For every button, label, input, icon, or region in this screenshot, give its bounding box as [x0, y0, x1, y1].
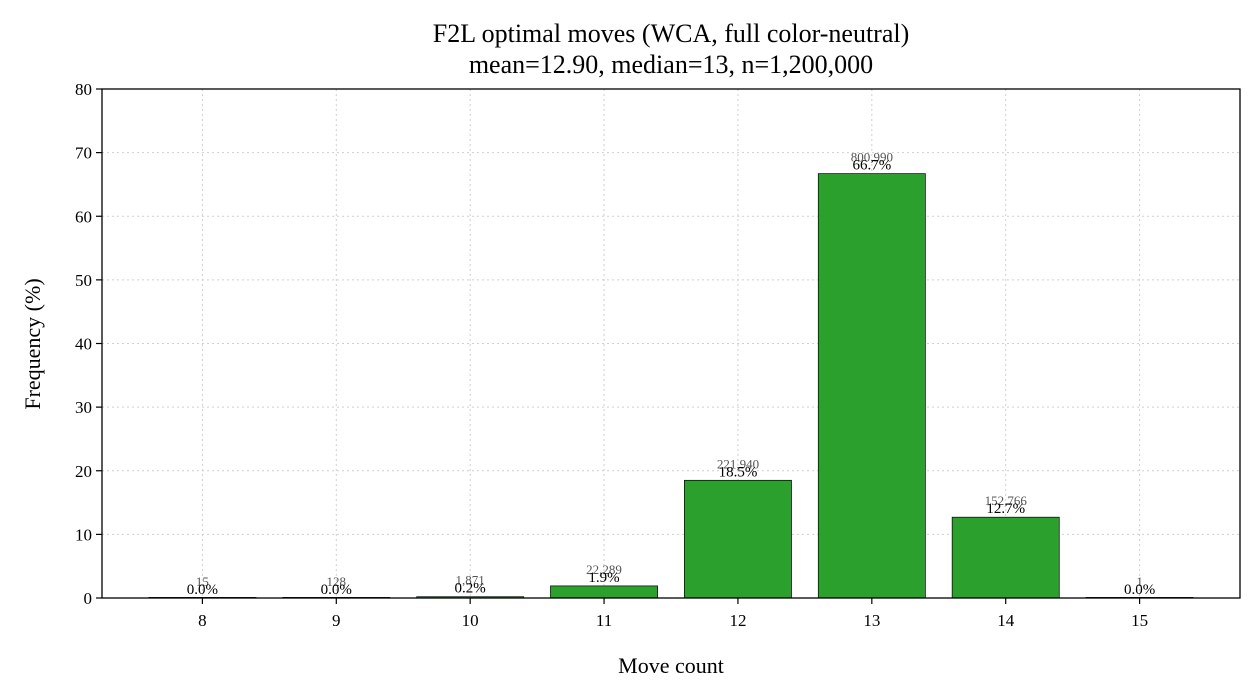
percent-label: 0.2%: [455, 581, 486, 597]
count-label: 15: [196, 574, 209, 589]
y-tick-label: 10: [75, 525, 92, 544]
count-label: 128: [327, 574, 347, 589]
percent-label: 1.9%: [588, 570, 619, 586]
x-tick-label: 11: [596, 611, 612, 630]
count-label: 152,766: [985, 493, 1028, 508]
chart-title: F2L optimal moves (WCA, full color-neutr…: [433, 19, 910, 48]
y-tick-label: 80: [75, 80, 92, 99]
count-label: 800,990: [851, 150, 893, 165]
bar-labels: 150.0%1280.0%1,8710.2%22,2891.9%221,9401…: [187, 150, 1155, 598]
x-tick-label: 15: [1131, 611, 1148, 630]
x-tick-label: 8: [198, 611, 207, 630]
y-axis-label: Frequency (%): [20, 278, 45, 409]
y-tick-label: 30: [75, 398, 92, 417]
percent-label: 18.5%: [719, 464, 758, 480]
count-label: 1,871: [456, 573, 485, 588]
x-tick-label: 13: [863, 611, 880, 630]
count-label: 221,940: [717, 456, 759, 471]
percent-label: 12.7%: [986, 501, 1025, 517]
y-tick-label: 40: [75, 335, 92, 354]
axis-ticks: 0 10 20 30 40 50 60 70 80 8 9 10 11 12 13 14 15: [75, 80, 1148, 630]
percent-label: 66.7%: [852, 158, 891, 174]
x-axis-label: Move count: [618, 653, 724, 678]
x-tick-label: 14: [997, 611, 1015, 630]
bars: [148, 173, 1194, 599]
x-tick-label: 12: [729, 611, 746, 630]
count-label: 22,289: [586, 562, 622, 577]
bar: [684, 479, 792, 599]
bar: [550, 585, 658, 599]
percent-label: 0.0%: [1124, 582, 1155, 598]
chart-subtitle: mean=12.90, median=13, n=1,200,000: [469, 50, 873, 79]
y-tick-label: 0: [84, 589, 93, 608]
bar: [951, 516, 1060, 599]
x-tick-label: 10: [462, 611, 479, 630]
percent-label: 0.0%: [187, 582, 218, 598]
grid-lines: [102, 88, 1240, 599]
x-tick-label: 9: [332, 611, 341, 630]
bar: [817, 173, 926, 599]
y-tick-label: 20: [75, 462, 92, 481]
y-tick-label: 50: [75, 271, 92, 290]
percent-label: 0.0%: [321, 582, 352, 598]
y-tick-label: 70: [75, 144, 92, 163]
y-tick-label: 60: [75, 207, 92, 226]
count-label: 1: [1136, 574, 1143, 589]
